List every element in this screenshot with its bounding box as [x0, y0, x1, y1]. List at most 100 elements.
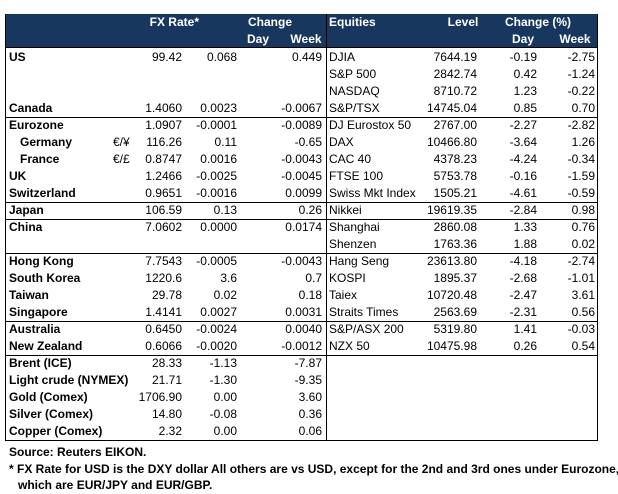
cell-week: 0.18 [298, 288, 322, 302]
cell-rate: 29.78 [151, 288, 182, 302]
cell-week: 3.60 [298, 390, 322, 404]
cell-week: 0.36 [298, 407, 322, 421]
cell-index: Shenzen [329, 237, 377, 251]
cell-index: S&P/TSX [329, 101, 380, 115]
footnote: * FX Rate for USD is the DXY dollar All … [9, 462, 618, 476]
header-eq-week: Week [559, 32, 591, 46]
cell-level: 5319.80 [433, 322, 477, 336]
cell-rate: 28.33 [151, 356, 182, 370]
cell-index: Swiss Mkt Index [329, 186, 416, 200]
header-week: Week [290, 32, 322, 46]
cell-eq-week: 0.54 [571, 339, 595, 353]
cell-week: -7.87 [294, 356, 322, 370]
cell-level: 5753.78 [433, 169, 477, 183]
cell-eq-week: 0.56 [571, 305, 595, 319]
cell-eq-week: 1.26 [571, 135, 595, 149]
cell-rate: 7.0602 [145, 220, 182, 234]
cell-level: 2842.74 [433, 67, 477, 81]
cell-day: 0.068 [206, 50, 237, 64]
row-label: New Zealand [9, 339, 83, 353]
border-line [326, 14, 327, 441]
cell-eq-day: 1.33 [513, 220, 537, 234]
cell-eq-day: -4.18 [509, 254, 537, 268]
group-line [5, 253, 597, 254]
row-label: UK [9, 169, 27, 183]
cell-day: 0.00 [213, 424, 237, 438]
cell-week: -0.0067 [281, 101, 322, 115]
cell-level: 7644.19 [433, 50, 477, 64]
row-label: Switzerland [9, 186, 76, 200]
row-label: Copper (Comex) [9, 424, 103, 438]
cell-index: CAC 40 [329, 152, 372, 166]
cell-index: NZX 50 [329, 339, 370, 353]
cell-level: 2860.08 [433, 220, 477, 234]
cell-index: KOSPI [329, 271, 366, 285]
group-line [5, 321, 597, 322]
cell-rate: 2.32 [158, 424, 182, 438]
cell-eq-day: -0.19 [509, 50, 537, 64]
cell-eq-week: -2.82 [567, 118, 595, 132]
cell-level: 1895.37 [433, 271, 477, 285]
cell-rate: 1.4060 [145, 101, 182, 115]
cell-rate: 1.2466 [145, 169, 182, 183]
header-change: Change [247, 15, 292, 29]
cell-level: 19619.35 [426, 203, 477, 217]
row-label: Canada [9, 101, 53, 115]
cell-day: -0.0005 [196, 254, 237, 268]
cell-eq-week: -0.59 [567, 186, 595, 200]
cell-rate: 99.42 [151, 50, 182, 64]
cell-eq-day: -2.84 [509, 203, 537, 217]
row-label: Taiwan [9, 288, 49, 302]
group-line [5, 47, 597, 48]
cell-eq-week: -1.59 [567, 169, 595, 183]
cell-week: 0.06 [298, 424, 322, 438]
cell-day: -0.08 [209, 407, 237, 421]
cell-eq-day: 1.41 [513, 322, 537, 336]
row-label: Gold (Comex) [9, 390, 88, 404]
cell-level: 8710.72 [433, 84, 477, 98]
cell-eq-week: 0.76 [571, 220, 595, 234]
row-label: Silver (Comex) [9, 407, 94, 421]
source: Source: Reuters EIKON. [9, 445, 147, 459]
cell-eq-week: -0.34 [567, 152, 595, 166]
cell-index: S&P/ASX 200 [329, 322, 404, 336]
cell-eq-week: -2.75 [567, 50, 595, 64]
row-label: US [9, 50, 26, 64]
cell-index: FTSE 100 [329, 169, 384, 183]
group-line [5, 219, 597, 220]
cell-eq-week: -0.22 [567, 84, 595, 98]
row-label: Singapore [9, 305, 68, 319]
cell-eq-week: -2.74 [567, 254, 595, 268]
cell-rate: 1.0907 [145, 118, 182, 132]
cell-rate: 0.9651 [145, 186, 182, 200]
cell-index: S&P 500 [329, 67, 377, 81]
cell-rate: 7.7543 [145, 254, 182, 268]
border-line [597, 14, 598, 441]
cell-week: 0.0174 [285, 220, 322, 234]
group-line [5, 202, 597, 203]
cell-week: 0.26 [298, 203, 322, 217]
header-bg [5, 14, 597, 47]
cell-eq-day: 0.85 [513, 101, 537, 115]
row-unit: €/¥ [113, 135, 130, 149]
cell-level: 2563.69 [433, 305, 477, 319]
row-label: South Korea [9, 271, 81, 285]
group-line [5, 117, 597, 118]
cell-index: Hang Seng [329, 254, 390, 268]
header-level: Level [447, 15, 479, 29]
cell-day: 0.0016 [200, 152, 237, 166]
cell-week: -0.0012 [281, 339, 322, 353]
cell-level: 1763.36 [433, 237, 477, 251]
cell-level: 10475.98 [426, 339, 477, 353]
cell-rate: 1.4141 [145, 305, 182, 319]
cell-day: 0.13 [213, 203, 237, 217]
row-label: Japan [9, 203, 44, 217]
row-label: France [20, 152, 60, 166]
row-label: China [9, 220, 43, 234]
cell-eq-day: -2.47 [509, 288, 537, 302]
cell-week: -0.0045 [281, 169, 322, 183]
cell-rate: 0.6066 [145, 339, 182, 353]
cell-day: -0.0024 [196, 322, 237, 336]
cell-rate: 14.80 [151, 407, 182, 421]
